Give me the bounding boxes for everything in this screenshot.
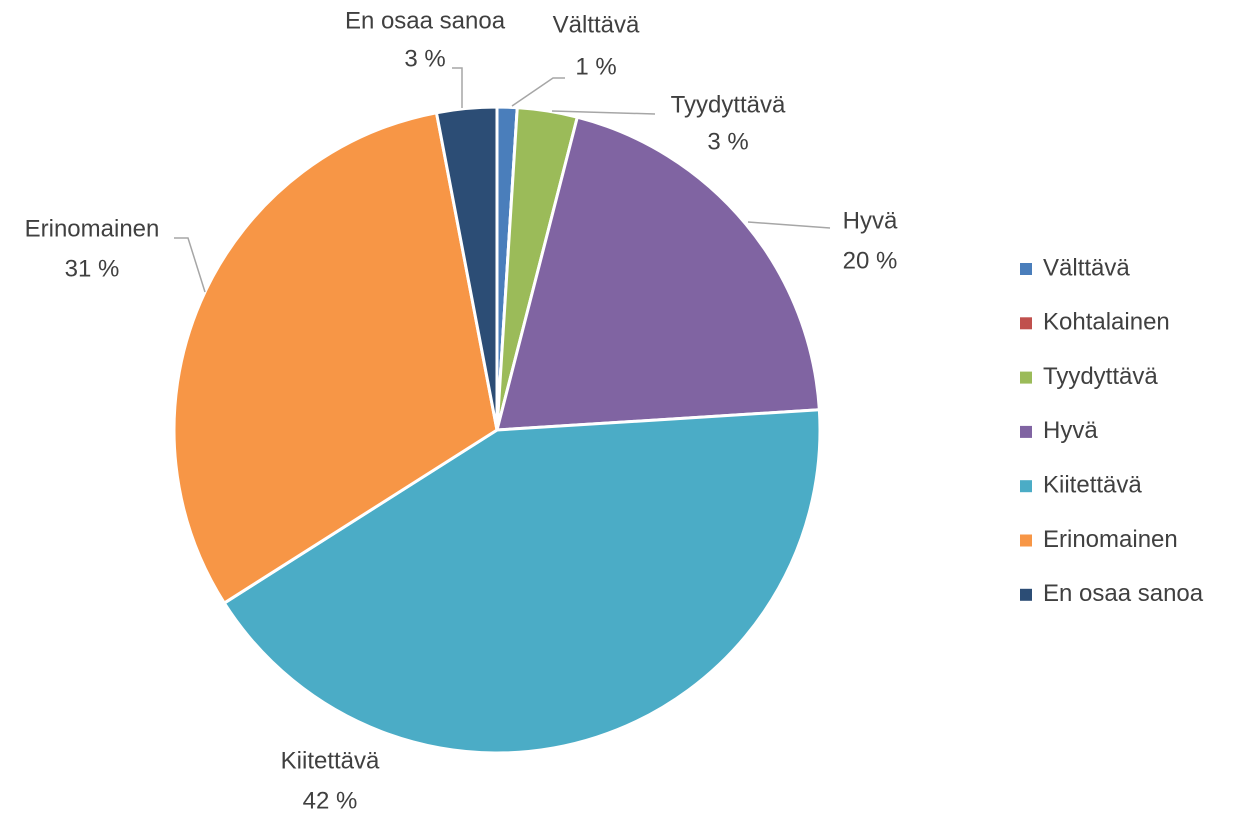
legend-label: Tyydyttävä [1043,363,1158,390]
data-label-name: Välttävä [553,11,640,38]
data-label-name: En osaa sanoa [345,7,506,34]
legend-swatch [1020,263,1032,275]
legend-label: Kohtalainen [1043,309,1170,336]
data-label-name: Kiitettävä [281,747,380,774]
pie-slice [222,408,822,755]
leader-line [747,221,831,229]
legend-swatch [1020,588,1032,601]
leader-line [452,67,463,108]
leader-lines [174,67,831,293]
data-label: 31 % [65,255,120,282]
pie-slice [495,115,821,432]
legend-label: Erinomainen [1043,526,1178,553]
pie-slice [172,111,499,605]
data-label-name: Erinomainen [25,215,160,242]
data-label: 20 % [843,247,898,274]
data-label-name: Hyvä [843,207,898,234]
data-label: 3 % [404,45,445,72]
leader-line [174,237,206,293]
legend-swatch [1020,317,1032,330]
leader-line [511,77,565,107]
leader-line [551,110,656,115]
legend-swatch [1020,425,1032,438]
legend-swatch [1020,371,1032,384]
legend-label: Hyvä [1043,417,1098,444]
legend-swatch [1020,534,1032,547]
data-label: 3 % [707,128,748,155]
legend-label: Kiitettävä [1043,472,1142,499]
data-label: 1 % [575,53,616,80]
pie-slice [434,105,499,432]
legend-label: Välttävä [1043,254,1130,281]
legend-swatch [1020,480,1032,493]
legend-label: En osaa sanoa [1043,580,1204,607]
data-label-name: Tyydyttävä [671,91,786,118]
data-label: 42 % [303,787,358,814]
